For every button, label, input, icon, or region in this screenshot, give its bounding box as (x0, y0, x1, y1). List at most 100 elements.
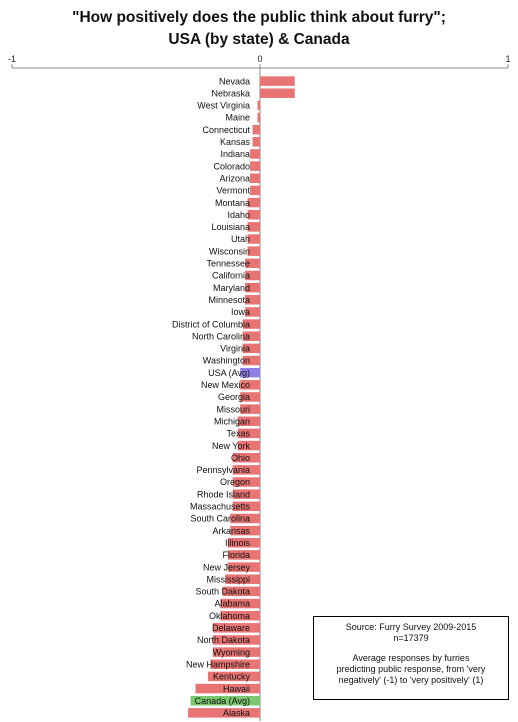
bar (250, 149, 260, 159)
bar (188, 708, 260, 718)
category-label: New Jersey (203, 562, 251, 572)
category-label: New Mexico (201, 380, 250, 390)
category-label: Michigan (214, 416, 250, 426)
category-label: Missouri (216, 404, 250, 414)
bar (240, 367, 260, 378)
bar (232, 501, 260, 512)
note-line-1: Average responses by furries (352, 653, 470, 663)
bar (250, 173, 260, 184)
bar (247, 197, 260, 208)
category-label: West Virginia (197, 101, 250, 111)
bar (212, 635, 260, 645)
bar (232, 465, 260, 475)
bar (247, 234, 260, 244)
bar (210, 659, 260, 670)
category-label: Delaware (212, 623, 250, 633)
category-label: Ohio (231, 453, 250, 463)
bar (245, 295, 260, 305)
bar (257, 112, 260, 123)
category-label: Utah (231, 234, 250, 244)
category-label: District of Columbia (172, 319, 250, 329)
note-line-3: negatively' (-1) to 'very positively' (1… (338, 675, 484, 685)
bar (260, 76, 295, 86)
note-line-2: predicting public response, from 'very (336, 664, 486, 674)
bar (240, 404, 260, 414)
category-label: Louisiana (211, 222, 250, 232)
bar (232, 477, 260, 487)
category-label: New York (212, 441, 251, 451)
bar (250, 161, 260, 171)
category-label: Alaska (223, 708, 250, 718)
category-label: Rhode Island (197, 489, 250, 499)
category-label: Kansas (220, 137, 251, 147)
bar (247, 246, 260, 256)
category-label: Montana (215, 198, 250, 208)
x-tick-label: 1 (505, 54, 510, 64)
category-label: North Dakota (197, 635, 250, 645)
bar (245, 307, 260, 317)
bar (250, 185, 260, 196)
x-tick-label: -1 (8, 54, 16, 64)
sample-size: n=17379 (393, 633, 429, 643)
category-label: Canada (Avg) (195, 696, 250, 706)
bar (230, 525, 260, 536)
category-label: New Hampshire (186, 659, 250, 669)
bar (222, 586, 260, 597)
bar (237, 416, 260, 427)
bar (245, 282, 260, 293)
category-label: Washington (203, 356, 250, 366)
category-label: Illinois (225, 538, 251, 548)
bar (225, 574, 260, 584)
bar (245, 258, 260, 269)
category-label: Iowa (231, 307, 250, 317)
category-label: Virginia (220, 344, 250, 354)
source-line: Source: Furry Survey 2009-2015 (345, 622, 477, 632)
category-label: Oklahoma (209, 611, 250, 621)
category-label: Arizona (219, 173, 250, 183)
bar (242, 331, 260, 341)
bar (232, 452, 260, 463)
category-label: Mississippi (206, 574, 250, 584)
category-label: Wyoming (213, 647, 250, 657)
category-label: Alabama (214, 599, 250, 609)
bar (212, 623, 260, 633)
bar (237, 440, 260, 451)
category-label: Pennsylvania (196, 465, 250, 475)
category-label: Idaho (227, 210, 250, 220)
category-label: North Carolina (192, 331, 250, 341)
bar (242, 343, 260, 354)
category-label: Arkansas (212, 526, 250, 536)
bar (227, 538, 260, 548)
category-label: South Carolina (190, 514, 250, 524)
category-label: Texas (226, 429, 250, 439)
category-label: Georgia (218, 392, 250, 402)
bar (212, 647, 260, 657)
category-label: Vermont (216, 186, 250, 196)
category-label: Florida (222, 550, 250, 560)
bar (240, 392, 260, 402)
source-note: Source: Furry Survey 2009-2015 n=17379 A… (313, 616, 509, 700)
bar (232, 489, 260, 499)
bar (260, 88, 295, 98)
category-label: Maryland (213, 283, 250, 293)
category-label: Nebraska (211, 88, 250, 98)
bar (207, 671, 260, 682)
category-label: South Dakota (195, 587, 250, 597)
category-label: Oregon (220, 477, 250, 487)
bar (257, 100, 260, 111)
bar (252, 124, 260, 135)
bar (227, 550, 260, 560)
category-label: USA (Avg) (208, 368, 250, 378)
bar (227, 562, 260, 572)
bar (247, 209, 260, 220)
category-label: Hawaii (223, 684, 250, 694)
bar (237, 428, 260, 439)
chart-title: "How positively does the public think ab… (72, 9, 446, 26)
category-label: Wisconsin (209, 246, 250, 256)
category-label: Massachusetts (190, 502, 251, 512)
category-label: Minnesota (208, 295, 250, 305)
bar (230, 513, 260, 524)
chart-subtitle: USA (by state) & Canada (168, 31, 350, 48)
category-label: Colorado (213, 161, 250, 171)
